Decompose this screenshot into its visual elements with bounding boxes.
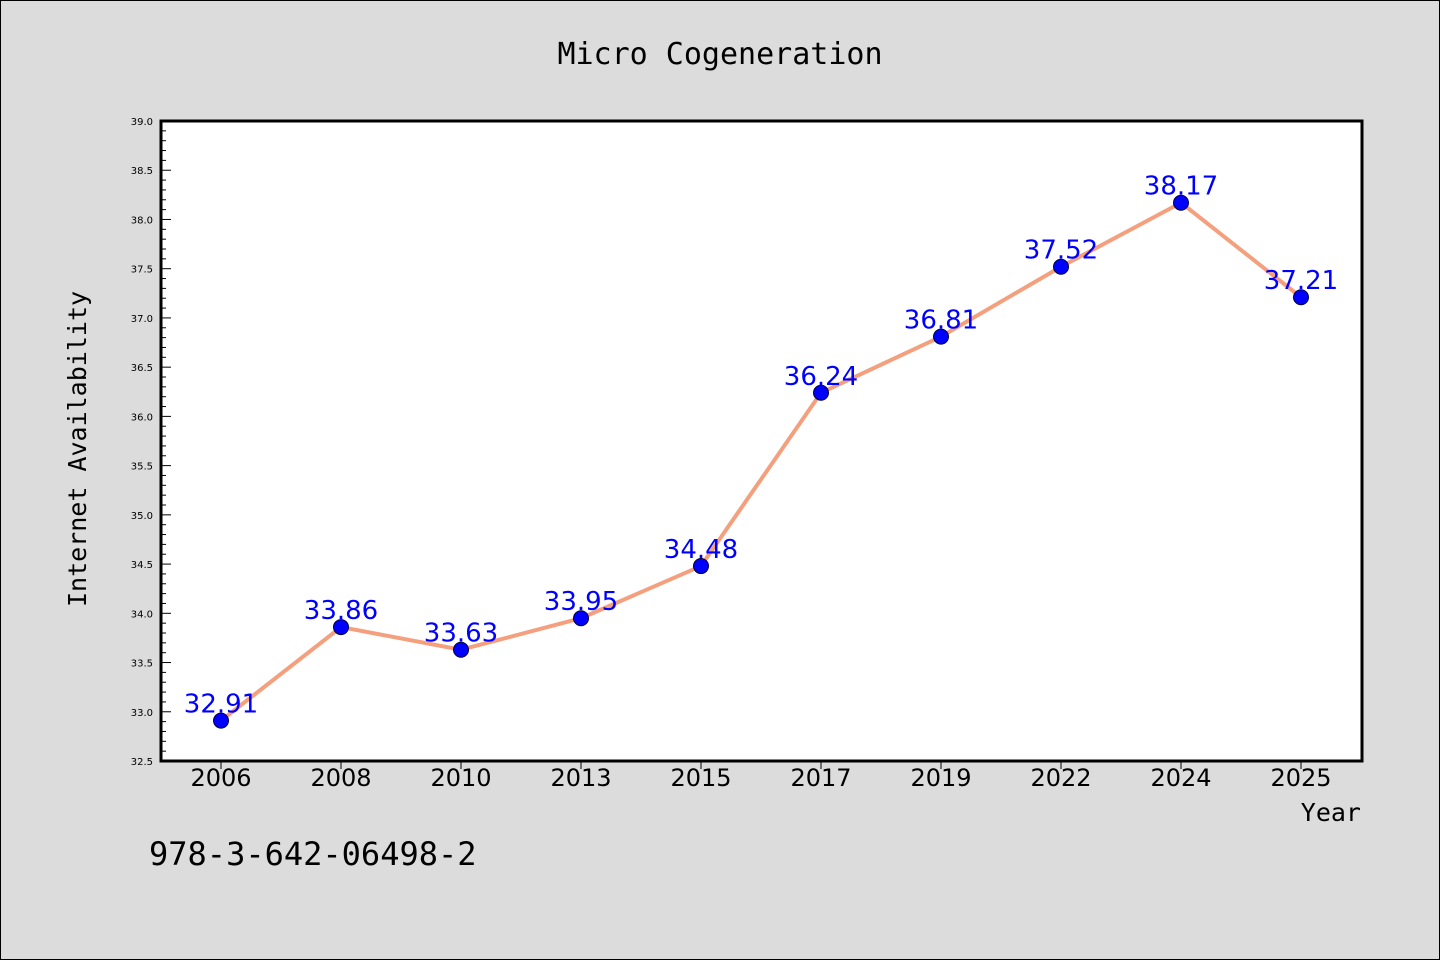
y-tick-label: 37.5 — [131, 265, 153, 276]
plot-border — [159, 119, 1364, 763]
data-point — [453, 641, 469, 658]
y-tick-label: 36.0 — [131, 412, 153, 423]
x-tick-label: 2006 — [190, 764, 251, 792]
series-line: 32.91 33.86 33.63 33.95 34.48 36.24 36.81 37.52… — [184, 172, 1338, 729]
chart-title: Micro Cogeneration — [557, 37, 882, 72]
data-label: 38.17 — [1144, 172, 1218, 202]
y-tick-label: 32.5 — [131, 757, 153, 768]
y-tick-label: 38.5 — [131, 166, 153, 177]
y-tick-label: 38.0 — [131, 215, 153, 226]
plot-area — [161, 121, 1362, 761]
data-label: 33.86 — [304, 596, 378, 626]
y-tick-label: 34.0 — [131, 609, 153, 620]
data-point — [933, 328, 949, 345]
data-label: 33.63 — [424, 619, 498, 649]
y-tick-label: 39.0 — [131, 117, 153, 128]
x-tick-label: 2025 — [1270, 764, 1331, 792]
y-tick-label: 37.0 — [131, 314, 153, 325]
y-tick-label: 33.0 — [131, 708, 153, 719]
x-axis-label: Year — [1301, 798, 1361, 827]
data-point — [1173, 194, 1189, 211]
x-tick-label: 2010 — [430, 764, 491, 792]
x-tick-label: 2024 — [1150, 764, 1211, 792]
data-point — [1053, 258, 1069, 275]
x-tick-label: 2015 — [670, 764, 731, 792]
data-point — [1293, 289, 1309, 306]
data-label: 34.48 — [664, 535, 738, 565]
x-tick-label: 2008 — [310, 764, 371, 792]
x-tick-label: 2019 — [910, 764, 971, 792]
y-tick-label: 36.5 — [131, 363, 153, 374]
isbn-annotation: 978-3-642-06498-2 — [149, 835, 477, 873]
data-point — [813, 384, 829, 401]
data-label: 36.24 — [784, 362, 858, 392]
y-tick-label: 35.0 — [131, 511, 153, 522]
data-point — [573, 610, 589, 627]
y-tick-label: 35.5 — [131, 462, 153, 473]
y-tick-label: 33.5 — [131, 659, 153, 670]
series-polyline — [219, 200, 1303, 723]
x-tick-label: 2017 — [790, 764, 851, 792]
data-point — [693, 558, 709, 575]
data-point — [213, 712, 229, 729]
data-point — [333, 619, 349, 636]
y-tick-label: 34.5 — [131, 560, 153, 571]
x-tick-label: 2022 — [1030, 764, 1091, 792]
data-label: 33.95 — [544, 587, 618, 617]
data-label: 36.81 — [904, 306, 978, 336]
data-label: 37.21 — [1264, 266, 1338, 296]
x-tick-label: 2013 — [550, 764, 611, 792]
y-axis-label: Internet Availability — [63, 291, 92, 607]
data-label: 32.91 — [184, 690, 258, 720]
x-axis: 2006 2008 2010 2013 2015 2017 2019 2022 2024 2025 — [190, 761, 1332, 792]
data-label: 37.52 — [1024, 236, 1098, 266]
